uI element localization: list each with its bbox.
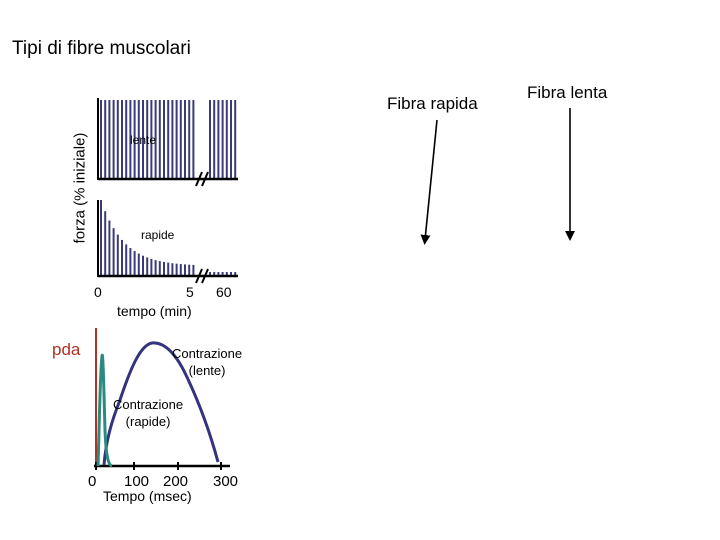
page-title: Tipi di fibre muscolari <box>12 38 191 59</box>
twitch-chart-x-ticks <box>95 462 222 470</box>
x-axis-label: tempo (min) <box>117 303 192 319</box>
slow-contraction-label-line1: Contrazione <box>172 346 243 361</box>
slow-contraction-label: Contrazione (lente) <box>172 345 242 379</box>
slow-contraction-curve <box>102 341 220 466</box>
x-tick-label: 60 <box>216 284 232 300</box>
time-tick-label: 0 <box>88 473 97 490</box>
axis-break-mark-bottom <box>195 268 209 284</box>
fast-fiber-bars <box>100 200 237 275</box>
slow-bars-label: lente <box>130 133 157 147</box>
slow-fiber-bars <box>100 100 237 178</box>
fast-contraction-curve <box>96 353 113 468</box>
fast-contraction-label-line1: Contrazione <box>113 397 184 412</box>
slow-fiber-label: Fibra lenta <box>527 83 608 102</box>
time-axis-label: Tempo (msec) <box>103 488 192 504</box>
time-tick-label: 300 <box>213 473 239 490</box>
axis-break-mark-top <box>195 171 209 187</box>
x-tick-label: 5 <box>186 284 194 300</box>
x-tick-label: 0 <box>94 284 102 300</box>
fast-contraction-label: Contrazione (rapide) <box>113 396 183 430</box>
time-tick-label: 200 <box>163 473 189 490</box>
fast-contraction-label-line2: (rapide) <box>125 414 171 429</box>
fast-fiber-arrow <box>420 119 438 245</box>
time-tick-label: 100 <box>124 473 150 490</box>
fast-fiber-label: Fibra rapida <box>387 94 478 113</box>
slow-contraction-label-line2: (lente) <box>188 363 226 378</box>
fast-bars-label: rapide <box>141 228 175 242</box>
action-potential-label: pda <box>52 340 81 359</box>
